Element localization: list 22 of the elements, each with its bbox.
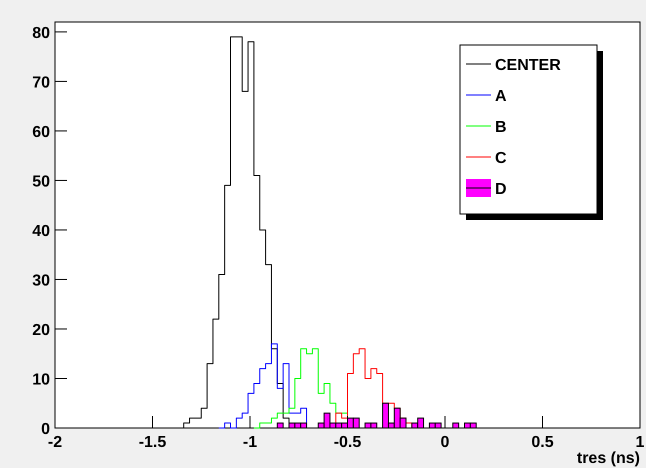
- y-tick-label: 20: [32, 322, 50, 339]
- y-tick-label: 80: [32, 24, 50, 42]
- y-tick-label: 30: [32, 272, 50, 290]
- y-tick-label: 50: [32, 173, 50, 190]
- y-tick-label: 60: [32, 124, 50, 141]
- x-tick-label: 1: [636, 434, 645, 451]
- legend-label: D: [495, 181, 507, 198]
- x-tick-label: 0: [440, 434, 450, 451]
- y-tick-label: 0: [41, 421, 50, 438]
- legend-label: B: [495, 119, 507, 136]
- x-tick-label: -1: [242, 434, 258, 451]
- y-tick-label: 70: [32, 74, 50, 92]
- y-tick-label: 10: [32, 371, 50, 388]
- legend-label: A: [495, 88, 507, 105]
- legend-label: CENTER: [495, 57, 562, 74]
- y-tick-label: 40: [32, 222, 50, 240]
- x-tick-label: -2: [48, 434, 62, 451]
- x-axis-title: tres (ns): [576, 450, 640, 467]
- x-tick-label: -0.5: [334, 434, 362, 451]
- x-tick-label: 0.5: [531, 434, 554, 451]
- x-tick-label: -1.5: [138, 434, 166, 451]
- legend-label: C: [495, 150, 507, 167]
